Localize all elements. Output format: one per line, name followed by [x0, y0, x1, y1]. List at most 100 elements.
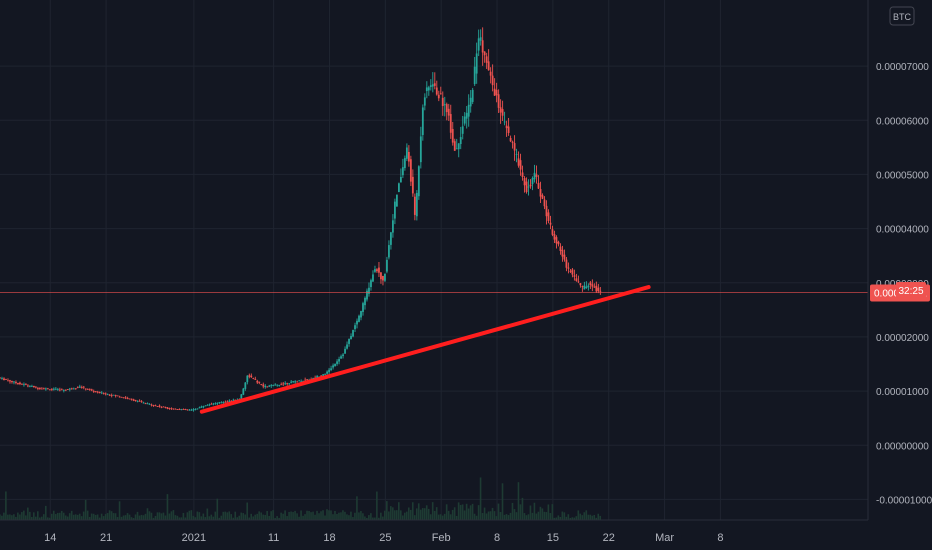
- candle-body: [320, 375, 323, 377]
- volume-bar: [397, 502, 400, 520]
- candle-body: [509, 138, 512, 142]
- volume-bar: [571, 517, 574, 520]
- candle-body: [535, 174, 538, 177]
- candle-body: [70, 388, 73, 390]
- x-tick-label: 8: [494, 532, 500, 544]
- volume-bar: [282, 513, 284, 520]
- volume-bar: [557, 515, 560, 520]
- candle-body: [242, 388, 245, 395]
- volume-bar: [380, 512, 382, 520]
- volume-bar: [372, 517, 374, 520]
- candle-body: [234, 399, 237, 401]
- volume-bar: [262, 514, 264, 520]
- volume-bar: [531, 512, 534, 520]
- volume-bar: [48, 517, 51, 520]
- volume-bar: [473, 513, 476, 520]
- volume-bar: [246, 502, 249, 520]
- candle-body: [547, 212, 550, 221]
- candle-body: [581, 286, 584, 288]
- volume-bar: [360, 511, 362, 520]
- candle-body: [567, 267, 570, 269]
- volume-bar: [413, 515, 416, 520]
- volume-bar: [27, 507, 29, 520]
- volume-bar: [441, 515, 444, 520]
- y-tick-label: 0.00001000: [876, 387, 929, 398]
- volume-bar: [11, 515, 13, 520]
- volume-bar: [382, 516, 384, 520]
- volume-bar: [150, 512, 153, 520]
- candle-body: [338, 359, 340, 362]
- volume-bar: [254, 514, 256, 520]
- volume-bar: [46, 517, 49, 520]
- candle-body: [204, 405, 207, 407]
- candle-body: [396, 194, 398, 207]
- currency-label: BTC: [893, 12, 912, 22]
- candle-body: [569, 270, 572, 272]
- volume-bar: [104, 514, 107, 520]
- candle-body: [128, 398, 131, 400]
- candle-body: [463, 116, 466, 124]
- candle-body: [485, 56, 488, 63]
- volume-bar: [415, 508, 418, 520]
- volume-bar: [244, 514, 247, 520]
- candle-body: [457, 143, 460, 150]
- candle-body: [493, 88, 496, 96]
- currency-badge[interactable]: BTC: [889, 6, 915, 26]
- volume-bar: [597, 513, 600, 520]
- candle-body: [27, 385, 29, 387]
- volume-bar: [461, 504, 464, 520]
- candle-body: [533, 172, 536, 180]
- candle-body: [122, 397, 125, 399]
- volume-bar: [469, 505, 472, 520]
- volume-bar: [94, 514, 97, 520]
- candle-body: [190, 409, 193, 411]
- candle-body: [587, 285, 590, 288]
- volume-bar: [561, 511, 564, 520]
- volume-bar: [272, 510, 274, 520]
- volume-bar: [505, 514, 508, 520]
- volume-bar: [258, 511, 260, 520]
- candle-body: [298, 380, 301, 382]
- volume-bar: [192, 515, 195, 520]
- candle-body: [515, 154, 518, 155]
- candle-body: [537, 182, 540, 189]
- volume-bar: [56, 512, 59, 520]
- volume-bar: [160, 513, 163, 520]
- volume-bar: [338, 512, 340, 520]
- candle-body: [44, 388, 47, 390]
- candle-body: [220, 402, 223, 404]
- volume-bar: [66, 516, 69, 520]
- candle-body: [483, 51, 486, 56]
- candle-body: [210, 403, 213, 405]
- volume-bar: [342, 510, 344, 520]
- candle-body: [270, 385, 273, 387]
- candle-body: [413, 196, 416, 215]
- time-axis[interactable]: 14 21 2021 11 18 25 Feb 8 15 22 Mar 8: [44, 532, 723, 544]
- volume-bar: [390, 506, 392, 520]
- volume-bar: [378, 517, 380, 520]
- volume-bar: [25, 515, 27, 520]
- volume-bar: [84, 499, 87, 520]
- candle-body: [539, 189, 542, 197]
- candle-body: [551, 229, 554, 235]
- candle-body: [330, 368, 332, 370]
- candle-body: [290, 381, 293, 383]
- x-tick-label: 18: [323, 532, 335, 544]
- volume-bar: [118, 501, 121, 520]
- volume-bar: [288, 511, 290, 520]
- volume-bar: [172, 510, 175, 520]
- candle-body: [186, 409, 189, 411]
- volume-bar: [202, 513, 205, 520]
- y-tick-label: -0.00001000: [876, 495, 932, 506]
- candle-body: [142, 402, 145, 404]
- candle-body: [216, 402, 219, 404]
- volume-bar: [392, 507, 394, 520]
- volume-bar: [204, 517, 207, 520]
- trendline[interactable]: [199, 285, 651, 414]
- candle-body: [19, 382, 21, 385]
- candle-body: [451, 128, 454, 143]
- candle-body: [326, 371, 328, 374]
- candle-body: [144, 403, 147, 405]
- volume-bar: [433, 510, 436, 520]
